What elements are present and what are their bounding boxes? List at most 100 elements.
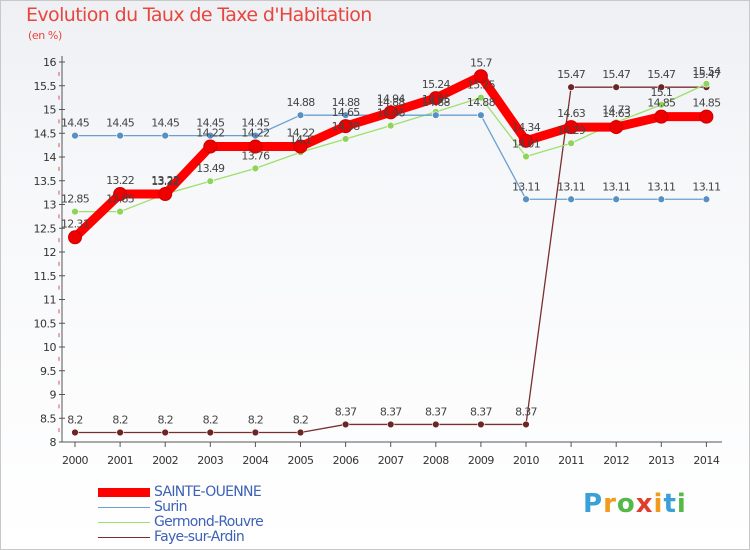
data-label: 12.85: [61, 193, 90, 206]
x-tick-label: 2005: [288, 454, 314, 467]
y-axis-unit-label: (en %): [28, 29, 62, 42]
data-label: 14.88: [287, 96, 316, 109]
data-label: 14.01: [512, 138, 540, 151]
legend-label-sainte-ouenne: SAINTE-OUENNE: [154, 484, 262, 500]
data-label: 15.47: [602, 68, 631, 81]
y-tick-label: 9.5: [40, 365, 56, 378]
data-label: 8.37: [380, 405, 402, 418]
y-tick-label: 13.5: [34, 175, 57, 188]
data-point: [564, 120, 579, 135]
data-point: [251, 428, 260, 437]
data-point: [341, 135, 350, 143]
legend-label-surin: Surin: [154, 499, 187, 515]
data-point: [612, 83, 620, 91]
data-label: 14.45: [151, 117, 180, 130]
data-label: 13.11: [647, 180, 675, 193]
data-label: 13.11: [602, 180, 630, 193]
data-point: [387, 420, 395, 429]
data-label: 8.37: [470, 405, 492, 418]
data-point: [519, 133, 533, 148]
data-label: 15.25: [467, 79, 496, 92]
data-point: [428, 91, 443, 106]
data-label: 13.76: [241, 149, 270, 162]
data-point: [383, 105, 398, 120]
x-tick-label: 2011: [558, 454, 584, 467]
y-tick-label: 13: [43, 199, 56, 212]
data-label: 14.85: [692, 97, 721, 110]
data-point: [654, 109, 669, 124]
data-label: 15.47: [647, 68, 676, 81]
proxiti-logo: Proxiti: [583, 489, 687, 519]
x-tick-label: 2004: [242, 454, 268, 467]
y-tick-label: 16: [43, 56, 56, 69]
data-label: 14.88: [332, 96, 361, 109]
data-point: [657, 101, 665, 109]
x-tick-label: 2006: [333, 454, 359, 467]
logo-letter: P: [583, 489, 604, 519]
x-tick-label: 2001: [107, 454, 133, 467]
data-label: 14.22: [241, 127, 269, 140]
data-point: [161, 131, 169, 140]
data-label: 14.29: [557, 124, 586, 137]
data-point: [251, 131, 260, 140]
data-point: [477, 420, 485, 429]
data-point: [338, 119, 353, 134]
data-point: [657, 83, 665, 91]
data-label: 8.2: [157, 414, 172, 427]
x-tick-label: 2007: [378, 454, 404, 467]
data-point: [567, 139, 575, 147]
data-point: [68, 230, 82, 245]
data-point: [71, 207, 79, 216]
logo-letter: r: [603, 489, 617, 519]
data-label: 13.22: [106, 174, 134, 187]
data-label: 14.88: [377, 96, 406, 109]
y-tick-label: 10: [43, 341, 56, 354]
data-label: 8.2: [203, 414, 218, 427]
data-point: [71, 131, 79, 140]
y-tick-label: 10.5: [34, 317, 57, 330]
data-point: [699, 109, 714, 124]
data-label: 8.2: [67, 414, 82, 427]
data-point: [612, 195, 620, 203]
logo-letter: i: [653, 489, 664, 519]
data-point: [206, 428, 215, 437]
data-label: 8.2: [293, 414, 308, 427]
data-point: [116, 131, 124, 140]
legend-swatch-surin: [98, 507, 150, 508]
data-point: [206, 131, 215, 140]
y-tick-label: 15.5: [34, 80, 57, 93]
logo-letter: x: [635, 489, 654, 519]
legend-swatch-sainte-ouenne: [98, 488, 150, 497]
data-point: [702, 195, 711, 203]
data-label: 14.65: [332, 106, 361, 119]
data-point: [206, 177, 215, 185]
data-label: 12.85: [106, 193, 135, 206]
y-tick-label: 8.5: [40, 412, 56, 425]
x-tick-label: 2013: [648, 454, 674, 467]
data-point: [71, 428, 79, 437]
y-tick-label: 12: [43, 246, 56, 259]
data-point: [116, 428, 124, 437]
data-label: 8.37: [515, 405, 537, 418]
data-label: 14.22: [196, 127, 224, 140]
data-label: 14.63: [602, 107, 631, 120]
data-point: [341, 111, 350, 119]
data-point: [522, 420, 530, 429]
data-point: [567, 195, 575, 203]
y-tick-label: 12.5: [34, 222, 57, 235]
data-point: [522, 152, 530, 161]
data-point: [432, 420, 440, 429]
data-point: [567, 83, 575, 91]
data-label: 15.1: [650, 86, 672, 99]
data-label: 13.11: [557, 180, 585, 193]
data-label: 15.47: [692, 68, 721, 81]
data-label: 8.37: [425, 405, 447, 418]
data-point: [203, 139, 218, 154]
y-tick-label: 11.5: [34, 270, 57, 283]
y-tick-label: 11: [43, 294, 56, 307]
data-label: 13.11: [692, 180, 720, 193]
data-label: 14.45: [106, 117, 135, 130]
data-label: 15.24: [422, 78, 451, 91]
x-tick-label: 2008: [423, 454, 449, 467]
data-label: 14.45: [196, 117, 225, 130]
